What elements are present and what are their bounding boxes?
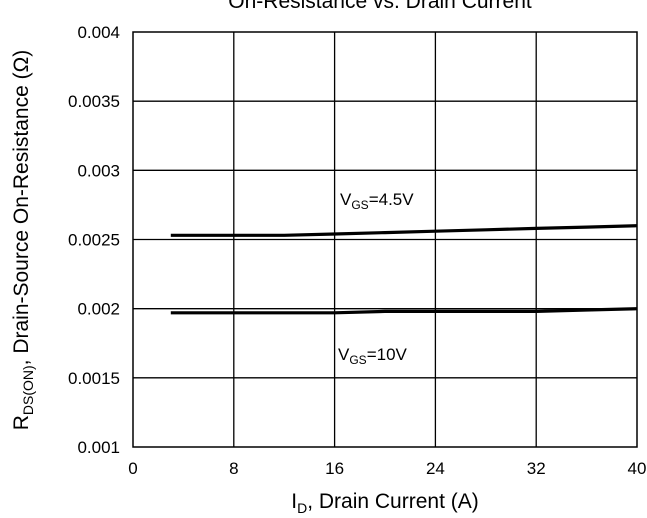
x-tick-label: 32	[527, 459, 546, 478]
x-tick-label: 16	[325, 459, 344, 478]
y-tick-label: 0.0035	[68, 92, 120, 111]
x-tick-label: 24	[426, 459, 445, 478]
y-tick-labels: 0.001 0.0015 0.002 0.0025 0.003 0.0035 0.004	[68, 23, 120, 457]
series-group	[170, 224, 638, 315]
y-tick-label: 0.001	[77, 438, 120, 457]
series-line	[170, 224, 638, 237]
y-tick-label: 0.003	[77, 161, 120, 180]
series-label: VGS=10V	[338, 345, 408, 367]
y-axis-label: RDS(ON), Drain-Source On-Resistance (Ω)	[10, 50, 36, 431]
y-tick-label: 0.002	[77, 300, 120, 319]
x-tick-label: 40	[628, 459, 647, 478]
y-tick-label: 0.0015	[68, 369, 120, 388]
y-tick-label: 0.004	[77, 23, 120, 42]
plot-frame	[132, 31, 638, 448]
x-axis-label: ID, Drain Current (A)	[291, 490, 479, 516]
series-line	[170, 307, 638, 315]
x-tick-label: 8	[229, 459, 238, 478]
y-tick-label: 0.0025	[68, 231, 120, 250]
series-label: VGS=4.5V	[340, 190, 414, 212]
series-labels: VGS=4.5V VGS=10V	[338, 190, 414, 367]
chart-title: On-Resistance vs. Drain Current	[228, 0, 532, 13]
x-tick-label: 0	[128, 459, 137, 478]
x-tick-labels: 0 8 16 24 32 40	[128, 459, 646, 478]
grid	[133, 32, 637, 447]
